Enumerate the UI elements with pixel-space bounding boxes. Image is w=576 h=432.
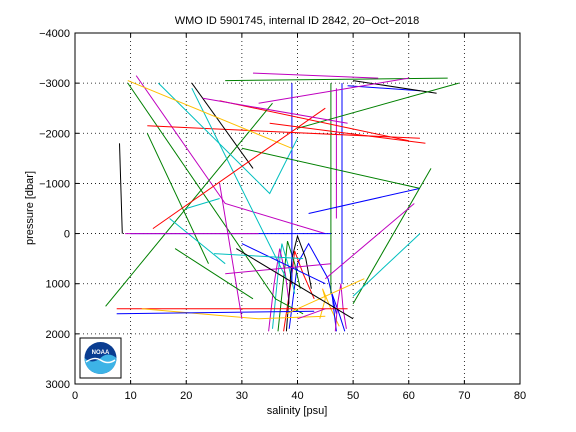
series-line-47	[186, 198, 220, 209]
series-line-3	[272, 243, 296, 329]
series-line-46	[269, 122, 426, 144]
series-line-32	[352, 233, 421, 297]
y-tick-label: −1000	[39, 178, 70, 190]
axis-ticks	[74, 32, 521, 385]
y-tick-label: 2000	[46, 329, 70, 341]
series-line-16	[147, 125, 420, 139]
series-line-5	[285, 234, 312, 332]
series-line-28	[258, 77, 409, 104]
y-tick-label: −4000	[39, 28, 70, 40]
series-line-48	[241, 243, 326, 285]
series-line-2	[277, 240, 301, 332]
noaa-logo-icon: NOAA	[79, 337, 122, 379]
series-line-8	[334, 283, 347, 332]
series-layer	[105, 72, 459, 332]
series-line-41	[119, 143, 123, 234]
series-line-26	[353, 80, 437, 94]
series-line-52	[297, 308, 326, 320]
svg-text:NOAA: NOAA	[92, 350, 110, 356]
series-line-37	[219, 183, 243, 319]
y-tick-label: 0	[64, 229, 70, 241]
x-tick-label: 70	[458, 390, 470, 402]
series-line-29	[241, 147, 421, 189]
series-line-17	[191, 82, 254, 169]
series-line-4	[268, 248, 290, 332]
x-tick-label: 20	[180, 390, 192, 402]
grid-lines	[75, 33, 520, 384]
y-tick-label: 3000	[46, 379, 70, 391]
series-line-38	[169, 218, 226, 265]
series-line-23	[225, 77, 448, 82]
x-tick-label: 50	[347, 390, 359, 402]
series-line-50	[225, 263, 331, 275]
series-line-27	[297, 82, 459, 129]
series-line-6	[319, 288, 340, 327]
x-tick-label: 60	[403, 390, 415, 402]
series-line-14	[135, 75, 326, 235]
y-axis-label: pressure [dbar]	[24, 171, 36, 245]
series-line-34	[286, 278, 365, 315]
x-tick-label: 80	[514, 390, 526, 402]
series-line-33	[324, 203, 415, 280]
series-line-40	[127, 80, 293, 149]
y-tick-label: −2000	[39, 128, 70, 140]
series-line-22	[158, 82, 298, 195]
series-line-49	[214, 253, 304, 260]
series-line-51	[236, 248, 354, 320]
x-axis-label: salinity [psu]	[267, 405, 328, 417]
x-tick-label: 10	[125, 390, 137, 402]
series-line-18	[105, 102, 273, 307]
x-tick-label: 40	[291, 390, 303, 402]
x-tick-label: 30	[236, 390, 248, 402]
series-line-44	[152, 107, 326, 230]
series-line-21	[116, 310, 315, 315]
x-tick-labels: 0 10 20 30 40 50 60 70 80	[72, 390, 526, 402]
y-tick-label: 1000	[46, 279, 70, 291]
series-line-15	[219, 100, 409, 142]
series-line-30	[308, 187, 421, 214]
chart-title: WMO ID 5901745, internal ID 2842, 20−Oct…	[175, 15, 420, 27]
series-line-31	[352, 168, 432, 305]
y-tick-labels: −4000 −3000 −2000 −1000 0 1000 2000 3000	[39, 28, 70, 391]
series-line-24	[252, 72, 379, 79]
x-tick-label: 0	[72, 390, 78, 402]
y-tick-label: −3000	[39, 78, 70, 90]
series-line-35	[191, 87, 287, 279]
series-line-45	[202, 97, 348, 124]
series-line-39	[174, 248, 254, 300]
